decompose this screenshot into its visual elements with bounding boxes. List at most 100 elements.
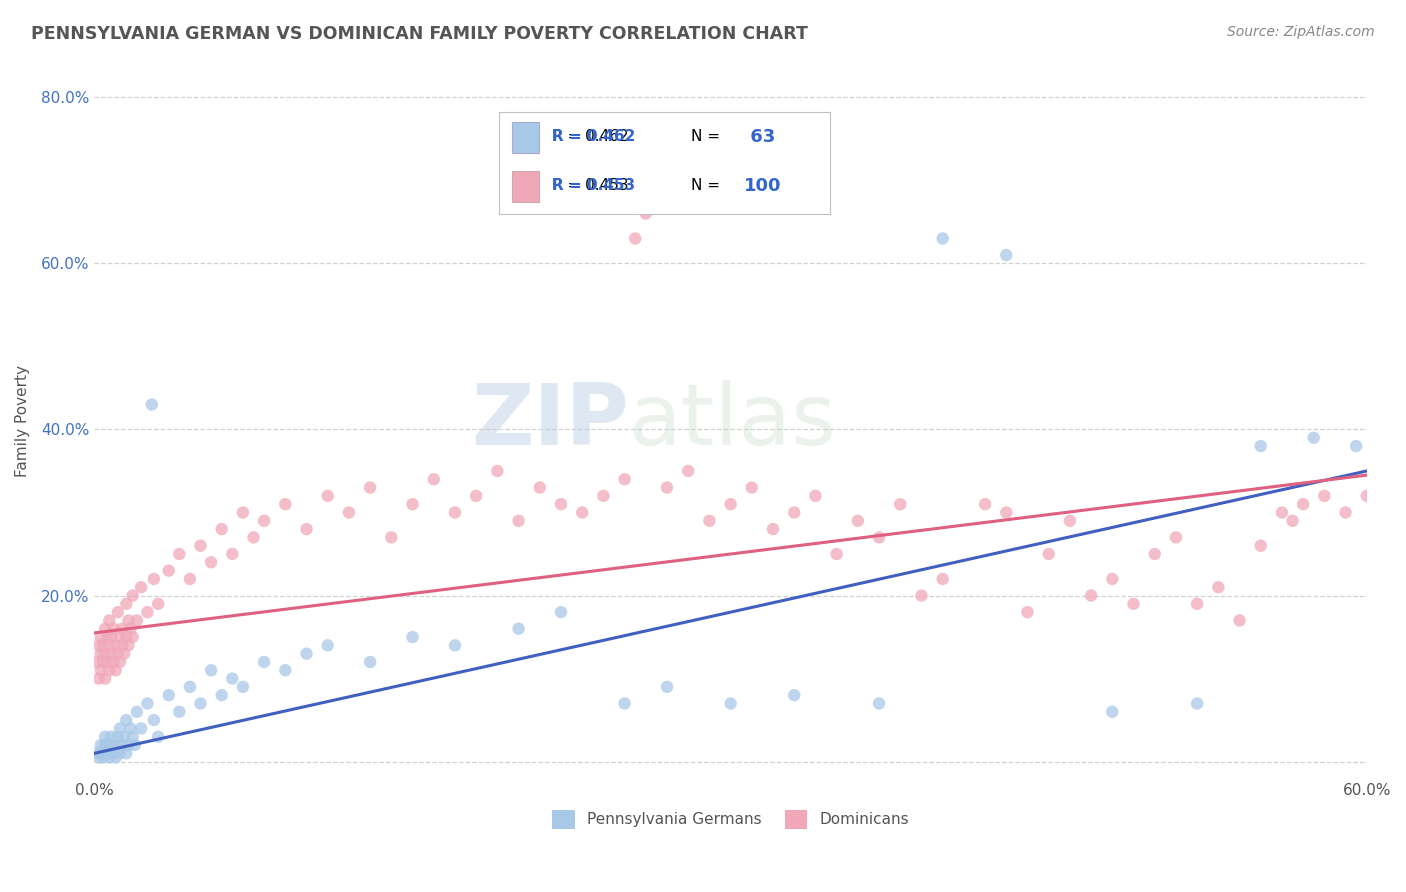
Point	[337, 506, 360, 520]
Point	[142, 572, 165, 586]
Point	[783, 688, 806, 702]
Point	[91, 747, 114, 761]
Point	[146, 730, 169, 744]
Point	[624, 231, 647, 245]
Point	[96, 747, 118, 761]
Point	[104, 638, 127, 652]
Point	[87, 638, 110, 652]
Point	[1185, 597, 1208, 611]
Point	[111, 638, 134, 652]
Text: R = 0.462: R = 0.462	[553, 129, 636, 145]
Point	[508, 622, 530, 636]
Point	[486, 464, 509, 478]
Point	[846, 514, 869, 528]
Point	[90, 663, 112, 677]
Point	[94, 730, 117, 744]
Point	[90, 747, 112, 761]
Point	[295, 522, 318, 536]
Point	[1101, 705, 1123, 719]
Point	[94, 622, 117, 636]
Point	[200, 663, 222, 677]
Point	[115, 597, 138, 611]
Point	[108, 630, 131, 644]
Point	[104, 663, 127, 677]
Point	[112, 647, 135, 661]
Point	[121, 730, 143, 744]
Point	[98, 614, 121, 628]
Point	[974, 497, 997, 511]
Point	[115, 747, 138, 761]
Point	[86, 747, 108, 761]
Point	[995, 506, 1018, 520]
Point	[295, 647, 318, 661]
Point	[90, 738, 112, 752]
Point	[634, 206, 657, 220]
Text: 63: 63	[744, 128, 775, 145]
Point	[699, 514, 721, 528]
FancyBboxPatch shape	[512, 171, 538, 202]
Point	[115, 713, 138, 727]
Point	[100, 647, 122, 661]
Text: PENNSYLVANIA GERMAN VS DOMINICAN FAMILY POVERTY CORRELATION CHART: PENNSYLVANIA GERMAN VS DOMINICAN FAMILY …	[31, 25, 808, 43]
Point	[111, 738, 134, 752]
Point	[90, 630, 112, 644]
Point	[359, 655, 381, 669]
Point	[1080, 589, 1102, 603]
Point	[179, 572, 201, 586]
Point	[86, 655, 108, 669]
Text: R = 0.462: R = 0.462	[553, 129, 628, 145]
Point	[253, 655, 276, 669]
Point	[762, 522, 785, 536]
Point	[91, 750, 114, 764]
Point	[108, 655, 131, 669]
Point	[190, 697, 212, 711]
Point	[190, 539, 212, 553]
Point	[1250, 539, 1272, 553]
Point	[91, 638, 114, 652]
Point	[94, 647, 117, 661]
Point	[94, 672, 117, 686]
Point	[1281, 514, 1303, 528]
Point	[121, 589, 143, 603]
Point	[104, 750, 127, 764]
Point	[1101, 572, 1123, 586]
Point	[613, 697, 636, 711]
Point	[1250, 439, 1272, 453]
Point	[655, 680, 678, 694]
Point	[508, 514, 530, 528]
Point	[87, 672, 110, 686]
Point	[465, 489, 488, 503]
Point	[995, 248, 1018, 262]
Point	[550, 497, 572, 511]
Point	[98, 638, 121, 652]
Point	[117, 614, 139, 628]
Point	[592, 489, 614, 503]
Point	[111, 622, 134, 636]
Point	[112, 730, 135, 744]
Point	[444, 506, 467, 520]
Text: R = 0.453: R = 0.453	[553, 178, 636, 194]
Point	[1334, 506, 1357, 520]
Point	[529, 481, 551, 495]
Point	[359, 481, 381, 495]
Point	[157, 688, 180, 702]
Point	[96, 655, 118, 669]
Point	[401, 497, 423, 511]
Point	[94, 738, 117, 752]
Point	[720, 497, 742, 511]
Point	[179, 680, 201, 694]
Point	[125, 614, 148, 628]
Point	[100, 730, 122, 744]
Point	[274, 663, 297, 677]
Point	[117, 638, 139, 652]
Point	[87, 750, 110, 764]
Point	[120, 622, 142, 636]
Point	[103, 747, 125, 761]
Point	[103, 655, 125, 669]
Point	[211, 688, 233, 702]
Point	[142, 713, 165, 727]
Point	[655, 481, 678, 495]
Point	[120, 722, 142, 736]
Point	[741, 481, 763, 495]
Text: R = 0.453: R = 0.453	[553, 178, 628, 194]
